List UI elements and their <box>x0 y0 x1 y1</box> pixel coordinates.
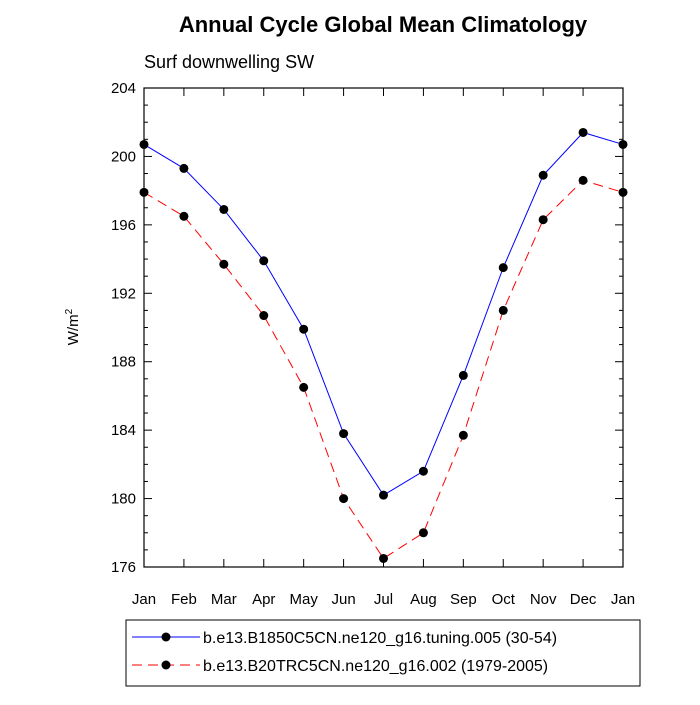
series-point-1 <box>498 305 508 315</box>
series-point-1 <box>339 494 349 504</box>
y-tick-label: 196 <box>111 217 136 234</box>
y-tick-label: 192 <box>111 285 136 302</box>
legend-marker-1 <box>161 660 171 670</box>
series-point-1 <box>578 175 588 185</box>
y-tick-label: 180 <box>111 491 136 508</box>
x-tick-label: Mar <box>211 591 237 608</box>
y-tick-label: 176 <box>111 559 136 576</box>
series-point-1 <box>538 215 548 225</box>
y-axis-label: W/m2 <box>64 308 82 345</box>
x-tick-label: Jun <box>331 591 355 608</box>
series-layer <box>139 127 628 563</box>
series-point-0 <box>139 139 149 149</box>
x-tick-label: Jul <box>374 591 393 608</box>
series-point-0 <box>418 466 428 476</box>
x-tick-label: Feb <box>171 591 197 608</box>
series-point-1 <box>618 187 628 197</box>
legend-label-0: b.e13.B1850C5CN.ne120_g16.tuning.005 (30… <box>203 630 557 647</box>
legend-marker-0 <box>161 632 171 642</box>
series-point-1 <box>299 382 309 392</box>
y-tick-label: 188 <box>111 354 136 371</box>
series-point-0 <box>498 263 508 273</box>
series-point-0 <box>379 490 388 500</box>
series-point-1 <box>379 553 388 563</box>
x-tick-label: Sep <box>450 591 477 608</box>
series-point-1 <box>458 430 468 440</box>
series-point-0 <box>578 127 588 137</box>
legend-box <box>125 619 641 687</box>
series-point-1 <box>219 259 229 269</box>
series-point-0 <box>339 429 349 439</box>
y-tick-label: 184 <box>111 422 136 439</box>
chart-subtitle: Surf downwelling SW <box>144 52 314 72</box>
series-point-0 <box>259 256 269 266</box>
x-tick-label: Jan <box>132 591 156 608</box>
series-point-0 <box>219 204 229 214</box>
x-tick-label: May <box>289 591 318 608</box>
series-point-0 <box>458 370 468 380</box>
series-point-1 <box>179 211 189 221</box>
series-point-1 <box>259 311 269 321</box>
x-tick-label: Dec <box>570 591 597 608</box>
series-point-1 <box>418 528 428 538</box>
x-tick-label: Oct <box>492 591 516 608</box>
legend-label-1: b.e13.B20TRC5CN.ne120_g16.002 (1979-2005… <box>203 658 548 675</box>
x-tick-label: Apr <box>252 591 275 608</box>
x-tick-label: Jan <box>611 591 635 608</box>
series-point-0 <box>299 324 309 334</box>
x-tick-label: Nov <box>530 591 557 608</box>
y-tick-label: 200 <box>111 148 136 165</box>
axes-layer: 176 180 184 188 192 196 200 204 Jan Feb Mar Apr May J… <box>111 80 635 608</box>
series-point-0 <box>179 163 189 173</box>
chart-title: Annual Cycle Global Mean Climatology <box>179 12 588 37</box>
y-tick-label: 204 <box>111 80 136 97</box>
series-point-0 <box>538 170 548 180</box>
legend: b.e13.B1850C5CN.ne120_g16.tuning.005 (30… <box>125 619 641 687</box>
series-line-0 <box>143 131 624 496</box>
series-line-1 <box>143 179 624 560</box>
x-tick-label: Aug <box>410 591 437 608</box>
series-point-1 <box>139 187 149 197</box>
series-point-0 <box>618 139 628 149</box>
